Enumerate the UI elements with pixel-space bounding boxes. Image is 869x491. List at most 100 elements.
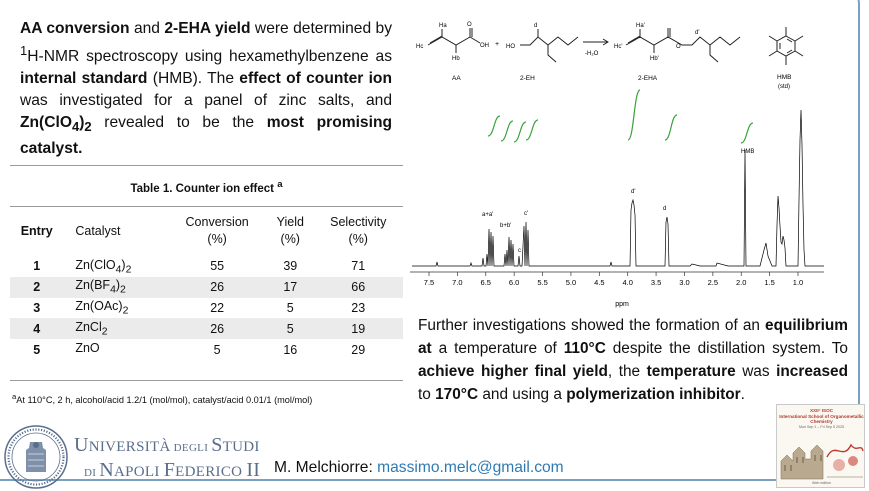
intro-text: was investigated for a panel of zinc sal… <box>20 92 392 110</box>
catalyst-formula: Zn(OAc) <box>75 299 123 314</box>
table-row: 1 Zn(ClO4)2 55 39 71 <box>10 256 403 277</box>
intro-text: H-NMR spectroscopy using hexamethylbenze… <box>27 48 392 66</box>
intro-text: and <box>129 20 165 37</box>
conclusion-text: , the <box>607 363 647 380</box>
formula-part: Zn(ClO <box>20 114 72 132</box>
eh-ho: HO <box>506 44 515 50</box>
uni-text: II <box>246 459 261 481</box>
cell-conversion: 22 <box>210 300 225 315</box>
table-row: 3 Zn(OAc)2 22 5 23 <box>10 298 403 319</box>
peak-label-hmb: HMB <box>741 149 754 155</box>
author-email-link[interactable]: massimo.melc@gmail.com <box>377 459 564 476</box>
x-axis-ticks: 7.5 7.0 6.5 6.0 5.5 5.0 4.5 4.0 3.5 3.0 2.5 2.0 1.5 1… <box>424 272 803 287</box>
table-row: 2 Zn(BF4)2 26 17 66 <box>10 276 403 298</box>
catalyst-formula: ZnO <box>75 340 100 355</box>
conclusion-higher-yield: achieve higher final yield <box>418 363 608 380</box>
eh-label: 2-EH <box>520 75 535 82</box>
contact-line: M. Melchiorre: massimo.melc@gmail.com <box>274 459 564 477</box>
cell-selectivity: 66 <box>313 276 403 298</box>
table-footnote: aAt 110°C, 2 h, alcohol/acid 1.2/1 (mol/… <box>12 392 402 405</box>
catalyst-paren: ) <box>115 278 121 293</box>
eha-label: 2-EHA <box>638 75 658 82</box>
eha-hc: Hc' <box>614 44 622 50</box>
intro-most-promising: most promising catalyst. <box>20 114 392 158</box>
cell-conversion: 26 <box>167 318 268 340</box>
x-tick-label: 1.5 <box>764 278 774 287</box>
conclusion-170c: 170°C <box>435 386 479 403</box>
col-conversion-label: Conversion <box>185 215 249 229</box>
cell-catalyst: Zn(OAc)2 <box>63 298 167 319</box>
aa-structure <box>427 28 481 53</box>
conclusion-text: Further investigations showed the format… <box>418 317 766 334</box>
catalyst-formula: Zn(BF <box>75 278 111 293</box>
uni-text: DEGLI <box>170 442 212 454</box>
peak-label-d: d <box>663 206 666 212</box>
university-name: UNIVERSITÀ DEGLI STUDI DI NAPOLI FEDERIC… <box>74 434 260 484</box>
catalyst-formula: Zn(ClO <box>75 257 116 272</box>
conclusion-paragraph: Further investigations showed the format… <box>418 314 848 406</box>
intro-aa-conversion: AA conversion <box>20 20 130 37</box>
conclusion-text: a temperature of <box>431 340 564 357</box>
peak-label-dprime: d' <box>631 189 635 195</box>
cell-yield: 5 <box>286 300 294 315</box>
divider <box>10 165 403 166</box>
cell-selectivity: 29 <box>351 342 366 357</box>
footnote-sup: a <box>12 392 17 401</box>
catalyst-formula: ZnCl <box>75 320 102 335</box>
table-body: 1 Zn(ClO4)2 55 39 71 2 Zn(BF4)2 26 17 66 3 Zn(OAc)2… <box>10 256 403 360</box>
cell-yield: 16 <box>283 342 298 357</box>
x-tick-label: 5.0 <box>566 278 576 287</box>
intro-internal-standard: internal standard <box>20 70 148 88</box>
reaction-arrow <box>583 38 609 46</box>
intro-text: revealed to be the <box>91 114 267 132</box>
university-line-2: DI NAPOLI FEDERICO II <box>74 459 260 484</box>
aa-oh: OH <box>480 43 489 49</box>
catalyst-paren: ) <box>121 257 126 272</box>
cell-entry: 3 <box>33 300 41 315</box>
x-tick-label: 4.5 <box>594 278 604 287</box>
cell-conversion: 55 <box>210 259 225 274</box>
uni-text: NIVERSITÀ <box>88 439 171 455</box>
intro-counter-ion: effect of counter ion <box>239 70 392 88</box>
intro-sup: 1 <box>20 43 28 58</box>
x-tick-label: 5.5 <box>537 278 547 287</box>
university-seal-logo <box>4 425 68 489</box>
x-tick-label: 2.5 <box>708 278 718 287</box>
water-loss: -H₂O <box>585 51 599 57</box>
x-tick-label: 7.5 <box>424 278 434 287</box>
slide-frame <box>0 0 860 481</box>
eha-hb: Hb' <box>650 56 659 62</box>
conclusion-temperature: temperature <box>646 363 736 380</box>
cell-catalyst: ZnO <box>63 339 167 360</box>
eha-structure <box>625 28 741 63</box>
conclusion-text: and using a <box>478 386 567 403</box>
cell-catalyst: Zn(ClO4)2 <box>63 256 167 277</box>
table-row: 5 ZnO 5 16 29 <box>10 339 403 360</box>
x-tick-label: 6.0 <box>509 278 519 287</box>
x-tick-label: 1.0 <box>793 278 803 287</box>
x-tick-label: 3.5 <box>651 278 661 287</box>
catalyst-sub: 2 <box>122 305 129 317</box>
cell-yield: 39 <box>283 259 298 274</box>
poster-title-1: XXII° ISOC <box>809 408 834 413</box>
uni-text: U <box>74 434 89 456</box>
conclusion-text: was <box>735 363 777 380</box>
footnote-text: At 110°C, 2 h, alcohol/acid 1.2/1 (mol/m… <box>16 395 313 406</box>
col-selectivity-label: Selectivity <box>330 215 387 229</box>
col-entry: Entry <box>20 223 53 238</box>
uni-text: S <box>211 434 223 456</box>
x-tick-label: 4.0 <box>622 278 632 287</box>
uni-text: TUDI <box>222 439 260 455</box>
conclusion-110c: 110°C <box>563 340 606 357</box>
eha-d: d' <box>695 30 699 36</box>
conference-poster-thumbnail: XXII° ISOC International School of Organo… <box>776 404 865 488</box>
aa-label: AA <box>452 75 461 82</box>
poster-dates: Mon Sep 1 – Fri Sep 5 2025 <box>799 425 844 429</box>
x-axis-label: ppm <box>615 301 629 308</box>
x-tick-label: 2.0 <box>736 278 746 287</box>
col-yield-label: Yield <box>276 215 304 229</box>
conclusion-text: . <box>740 386 745 403</box>
formula-part: ) <box>79 114 85 132</box>
cell-entry: 1 <box>33 259 41 274</box>
